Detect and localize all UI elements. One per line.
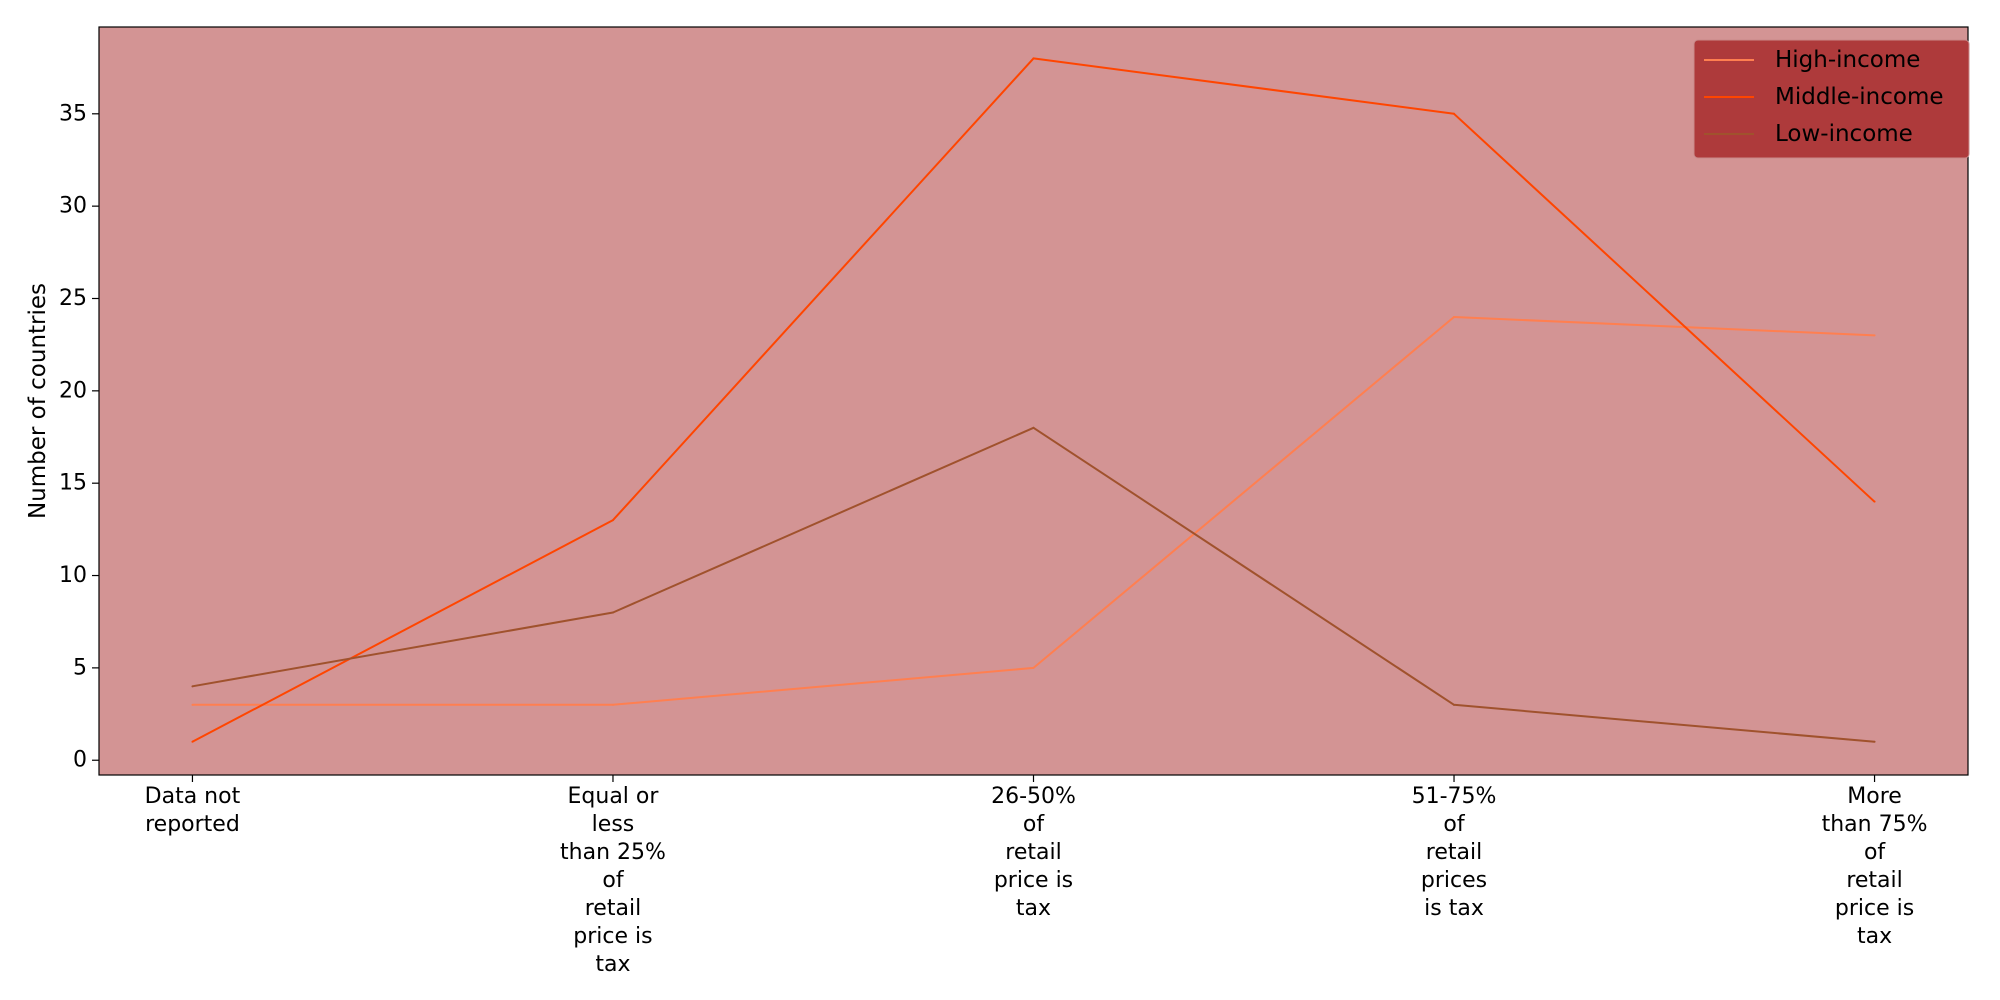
data-point bbox=[191, 685, 194, 688]
data-point bbox=[191, 740, 194, 743]
data-point bbox=[1453, 315, 1456, 318]
data-point bbox=[611, 703, 614, 706]
data-point bbox=[1032, 426, 1035, 429]
data-point bbox=[1453, 703, 1456, 706]
legend-label: Middle-income bbox=[1775, 84, 1944, 110]
y-tick-label: 15 bbox=[59, 471, 87, 496]
y-tick-label: 25 bbox=[59, 286, 87, 311]
y-axis-label: Number of countries bbox=[25, 283, 51, 519]
x-tick-label: 26-50% of retail price is tax bbox=[991, 784, 1076, 921]
legend-box bbox=[1693, 39, 1970, 159]
x-axis: Data not reported Equal or less than 25% of re… bbox=[145, 775, 1928, 977]
data-point bbox=[1453, 112, 1456, 115]
data-point bbox=[611, 611, 614, 614]
y-tick-label: 10 bbox=[59, 563, 87, 588]
legend-label: High-income bbox=[1775, 47, 1920, 73]
y-axis: 0 5 10 15 20 25 30 35 bbox=[59, 101, 99, 773]
y-tick-label: 35 bbox=[59, 101, 87, 126]
legend: High-income Middle-income Low-income bbox=[1693, 39, 1970, 159]
plot-area bbox=[99, 27, 1968, 775]
y-tick-label: 20 bbox=[59, 378, 87, 403]
data-point bbox=[1873, 740, 1876, 743]
data-point bbox=[611, 519, 614, 522]
x-tick-label: Equal or less than 25% of retail price is tax bbox=[560, 784, 666, 977]
legend-label: Low-income bbox=[1775, 121, 1913, 147]
x-tick-label: More than 75% of retail price is tax bbox=[1822, 784, 1928, 949]
data-point bbox=[1873, 334, 1876, 337]
data-point bbox=[1873, 500, 1876, 503]
series-lines bbox=[191, 57, 1876, 743]
x-tick-label: Data not reported bbox=[145, 784, 241, 837]
y-tick-label: 30 bbox=[59, 194, 87, 219]
y-tick-label: 5 bbox=[73, 655, 87, 680]
data-point bbox=[191, 703, 194, 706]
data-point bbox=[1032, 57, 1035, 60]
data-point bbox=[1032, 666, 1035, 669]
y-tick-label: 0 bbox=[73, 748, 87, 773]
x-tick-label: 51-75% of retail prices is tax bbox=[1412, 784, 1497, 921]
